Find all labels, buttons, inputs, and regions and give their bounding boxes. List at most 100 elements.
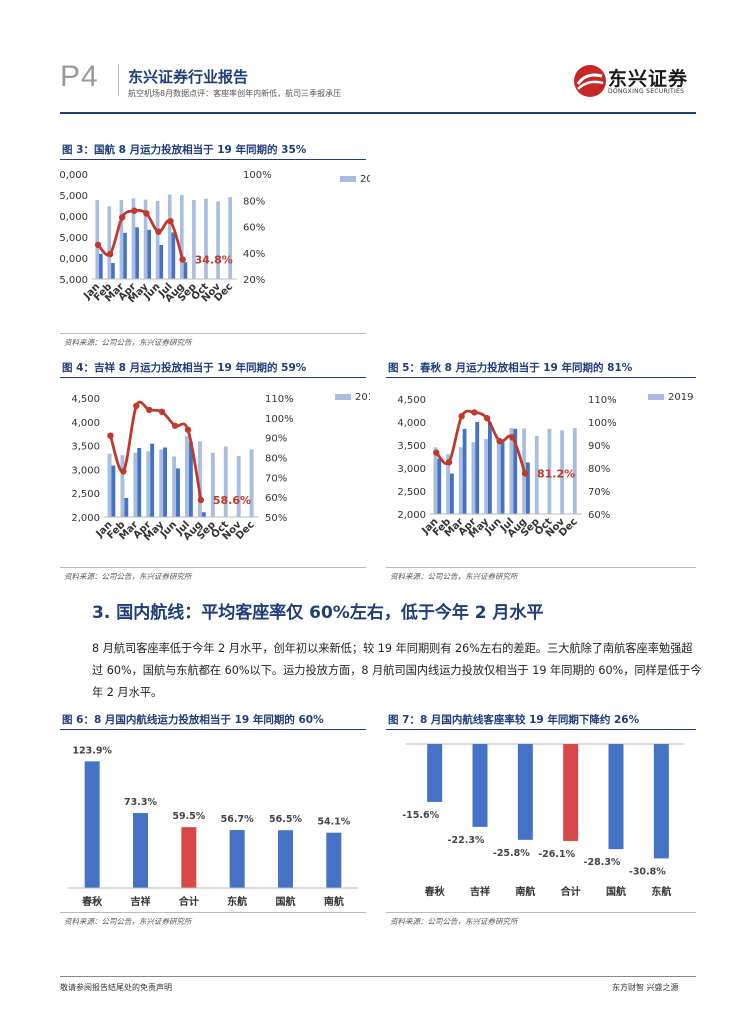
chart2-bar-2019	[484, 439, 488, 514]
fig5-source-rule	[386, 567, 696, 568]
chart4-xtick: 合计	[560, 885, 581, 898]
chart2-bar-2019	[446, 454, 450, 514]
footer-disclaimer: 敬请参阅报告结尾处的免责声明	[60, 983, 172, 992]
fig7-title-rule	[386, 729, 696, 730]
chart3-bar	[181, 827, 197, 888]
chart0-pct-point	[143, 210, 150, 217]
fig5-title-rule	[386, 377, 696, 378]
fig4-source-rule	[60, 567, 366, 568]
fig4-chart: 20192021占 19年同期百分比2,0002,5003,0003,5004,…	[71, 392, 370, 543]
fig5-title: 图 5：春秋 8 月运力投放相当于 19 年同期的 81%	[388, 362, 633, 374]
chart2-ytick: 2,500	[397, 487, 426, 498]
chart0-bar-2019	[204, 198, 208, 279]
chart0-bar-2021	[171, 232, 176, 279]
chart3-data-label: 123.9%	[72, 745, 112, 756]
header-rule	[60, 112, 696, 114]
chart0-bar-2019	[95, 200, 100, 279]
chart2-pct-point	[458, 413, 465, 420]
logo-subtext: DONGXING SECURITIES	[608, 88, 685, 95]
chart3-xtick: 合计	[178, 895, 199, 908]
fig3-source-rule	[60, 333, 366, 334]
chart0-bar-2021	[159, 244, 164, 279]
chart1-bar-2019	[159, 449, 164, 517]
chart2-bar-2019	[509, 427, 514, 514]
chart2-ytick: 4,000	[397, 418, 426, 429]
chart1-legend-2019: 2019	[355, 392, 370, 403]
chart2-bar-2019	[433, 447, 438, 514]
chart0-bar-2021	[123, 232, 127, 279]
chart1-bar-2021	[188, 441, 193, 517]
fig3-chart: 20192021占 19年同期百分比5,00010,00015,00020,00…	[60, 170, 370, 305]
chart4-xtick: 国航	[606, 885, 626, 898]
chart2-bar-2021	[437, 458, 442, 514]
chart1-pct-point	[171, 422, 179, 429]
chart0-bar-2019	[192, 200, 196, 279]
header-divider	[118, 64, 119, 96]
fig3-source: 资料来源：公司公告，东兴证券研究所	[64, 338, 192, 347]
chart4-bar	[427, 744, 443, 802]
fig7-source: 资料来源：公司公告，东兴证券研究所	[390, 917, 518, 926]
chart0-bar-2019	[167, 194, 172, 279]
chart4-bar	[608, 744, 624, 850]
chart0-y2tick: 60%	[243, 223, 265, 234]
chart0-ytick: 25,000	[60, 191, 88, 202]
chart0-pct-point	[131, 207, 138, 214]
chart1-ytick: 2,500	[71, 489, 100, 500]
chart2-pct-annotation: 81.2%	[537, 467, 575, 480]
fig6-chart: 123.9% 春秋 73.3% 吉祥 59.5% 合计 56.7% 东航 56.5% 国航 54.1…	[68, 745, 358, 908]
chart4-bar	[653, 744, 669, 859]
chart1-pct-point	[184, 426, 192, 433]
chart3-xtick: 东航	[227, 895, 247, 908]
chart0-pct-point	[94, 241, 102, 249]
chart4-data-label: -30.8%	[629, 866, 666, 877]
chart0-legend-2019: 2019	[360, 174, 370, 185]
chart2-y2tick: 90%	[588, 441, 610, 452]
chart0-pct-point	[179, 256, 186, 263]
chart0-bar-2019	[216, 201, 220, 279]
chart2-pct-point	[433, 449, 440, 456]
chart0-bar-2019	[228, 197, 232, 279]
chart1-bar-2019	[223, 446, 228, 517]
chart0-bar-2021	[99, 253, 103, 279]
fig7-source-rule	[386, 912, 696, 913]
chart1-bar-2021	[150, 443, 155, 517]
chart2-y2tick: 100%	[588, 418, 617, 429]
chart1-pct-point	[120, 468, 127, 475]
chart1-bar-2021	[176, 468, 180, 517]
chart2-pct-point	[483, 414, 491, 422]
fig6-source: 资料来源：公司公告，东兴证券研究所	[64, 917, 192, 926]
fig6-title-rule	[60, 729, 366, 730]
footer-slogan: 东方财智 兴盛之源	[612, 983, 679, 992]
chart0-bar-2019	[131, 198, 136, 279]
fig6-title: 图 6：8 月国内航线运力投放相当于 19 年同期的 60%	[62, 714, 324, 726]
chart4-xtick: 南航	[515, 885, 535, 898]
chart2-bar-2019	[471, 442, 476, 514]
chart2-bar-2019	[547, 428, 552, 514]
chart3-xtick: 国航	[276, 895, 296, 908]
chart1-bar-2021	[111, 465, 116, 517]
fig6-source-rule	[60, 912, 366, 913]
chart1-bar-2019	[198, 441, 202, 517]
chart1-y2tick: 60%	[265, 493, 287, 504]
section-heading: 3. 国内航线：平均客座率仅 60%左右，低于今年 2 月水平	[92, 603, 544, 623]
chart2-bar-2021	[488, 422, 492, 514]
chart1-bar-2019	[185, 436, 189, 517]
chart1-pct-point	[197, 496, 205, 504]
chart1-ytick: 2,000	[71, 513, 100, 524]
chart4-data-label: -22.3%	[448, 835, 485, 846]
chart1-ytick: 4,000	[71, 418, 100, 429]
chart0-bar-2021	[135, 227, 139, 279]
chart1-bar-2019	[210, 452, 215, 517]
chart2-ytick: 4,500	[397, 395, 426, 406]
chart3-bar	[278, 830, 293, 888]
fig3-title-rule	[60, 159, 366, 160]
chart3-bar	[84, 761, 100, 888]
chart3-data-label: 54.1%	[317, 817, 350, 828]
chart2-bar-2019	[560, 430, 564, 514]
chart4-bar	[472, 744, 488, 827]
chart1-bar-2021	[137, 447, 142, 517]
fig4-title: 图 4：吉祥 8 月运力投放相当于 19 年同期的 59%	[62, 362, 307, 374]
chart0-bar-2019	[180, 195, 184, 279]
chart1-ytick: 4,500	[71, 394, 100, 405]
chart2-ytick: 3,000	[397, 464, 426, 475]
